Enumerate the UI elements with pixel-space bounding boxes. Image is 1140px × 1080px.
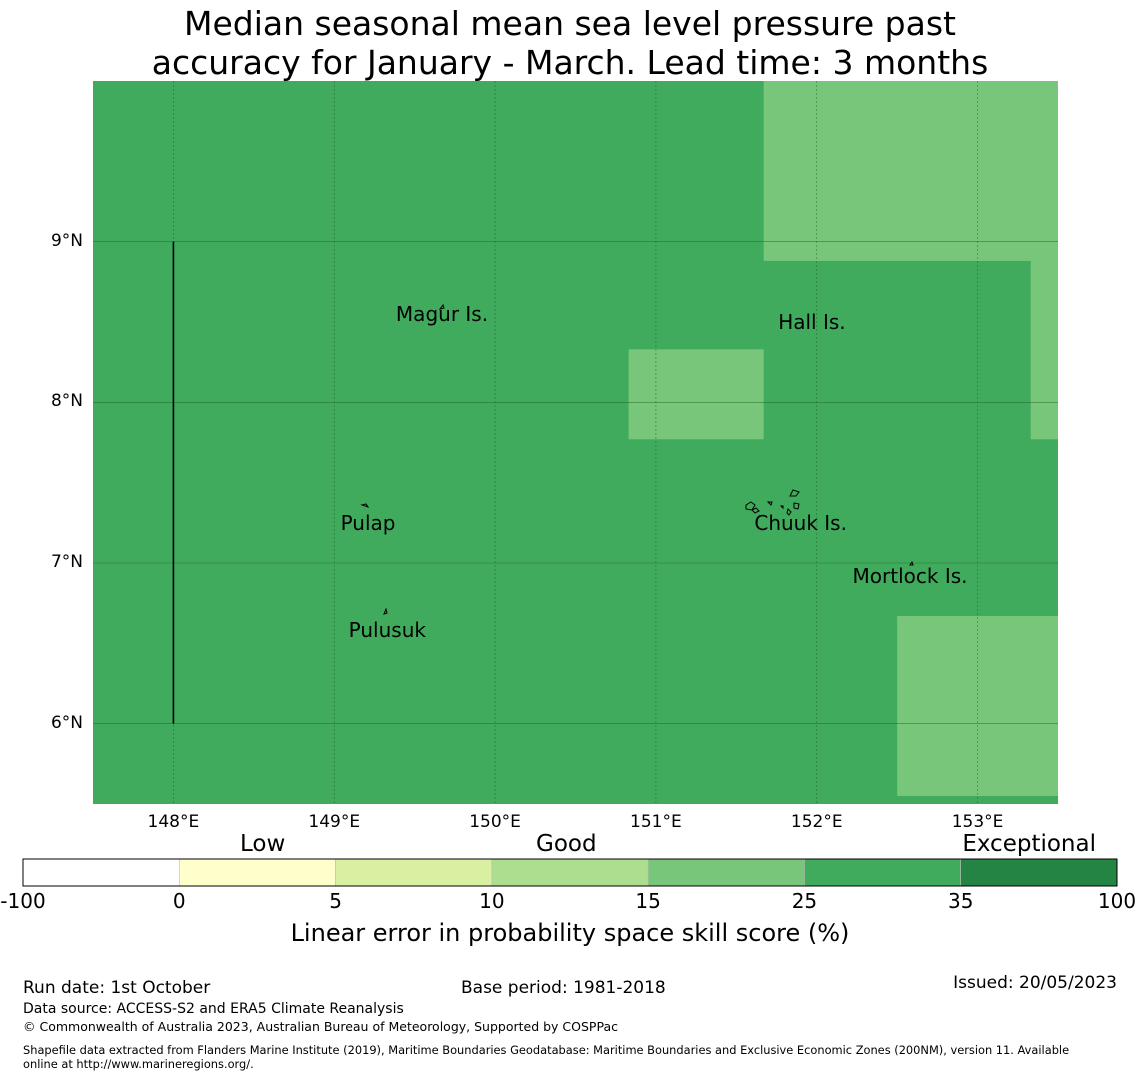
lat-tick-label: 6°N [50, 712, 83, 733]
chart-title: Median seasonal mean sea level pressure … [0, 4, 1140, 82]
colorbar-segment-0 [22, 858, 180, 887]
copyright-notice: © Commonwealth of Australia 2023, Austra… [23, 1019, 618, 1034]
island-outline [786, 508, 792, 516]
lon-tick-label: 149°E [308, 812, 361, 832]
lon-tick-label: 148°E [147, 812, 200, 832]
colorbar-tick-label: 35 [947, 889, 974, 913]
colorbar-tick-label: 15 [635, 889, 661, 913]
colorbar-segment-4 [647, 858, 805, 887]
colorbar-title: Linear error in probability space skill … [290, 919, 850, 947]
issued-date: Issued: 20/05/2023 [953, 973, 1117, 993]
lon-tick-label: 151°E [630, 812, 682, 832]
base-period: Base period: 1981-2018 [461, 978, 666, 998]
colorbar-category-label: Exceptional [962, 831, 1096, 857]
place-label: Hall Is. [778, 310, 846, 334]
island-outline [745, 501, 756, 511]
place-label: Magur Is. [395, 301, 489, 326]
run-date: Run date: 1st October [23, 978, 211, 998]
island-outline [793, 502, 800, 510]
title-line-1: Median seasonal mean sea level pressure … [184, 4, 956, 43]
island-outline [789, 489, 800, 497]
colorbar-segment-2 [335, 858, 493, 887]
island-outline [360, 503, 370, 508]
colorbar-segment-3 [491, 858, 649, 887]
island-outline [751, 507, 760, 514]
lon-tick-label: 150°E [469, 812, 521, 832]
place-label: Pulusuk [348, 618, 426, 643]
place-label: Chuuk Is. [754, 510, 847, 535]
lon-tick-label: 152°E [790, 812, 843, 832]
colorbar-tick-label: 5 [329, 889, 342, 913]
colorbar-tick-label: 10 [479, 889, 505, 913]
skill-region-1 [763, 81, 1058, 261]
colorbar-tick-label: 0 [172, 889, 186, 913]
colorbar-frame [22, 858, 1118, 887]
title-line-2: accuracy for January - March. Lead time:… [151, 43, 989, 82]
island-outline [438, 303, 445, 310]
place-label: Pulap [340, 510, 396, 535]
shapefile-credit-line-2: online at http://www.marineregions.org/. [23, 1057, 254, 1071]
colorbar-tick-label: 100 [1097, 889, 1137, 913]
island-outline [766, 501, 773, 506]
colorbar-segment-6 [960, 858, 1118, 887]
colorbar-segment-5 [804, 858, 962, 887]
island-outline [779, 505, 784, 510]
skill-region-2 [1030, 260, 1058, 440]
island-outline [383, 607, 388, 615]
colorbar-tick-label: -100 [0, 889, 46, 913]
colorbar-category-label: Low [240, 831, 286, 857]
shapefile-credit-line-1: Shapefile data extracted from Flanders M… [23, 1043, 1070, 1057]
lat-tick-label: 7°N [50, 552, 83, 572]
skill-region-3 [628, 349, 764, 440]
lon-tick-label: 153°E [951, 812, 1004, 832]
lat-tick-label: 8°N [50, 391, 83, 412]
colorbar-tick-label: 25 [791, 889, 818, 913]
island-outline [909, 560, 914, 566]
place-label: Mortlock Is. [852, 563, 968, 588]
colorbar-segment-1 [178, 858, 336, 887]
lat-tick-label: 9°N [50, 230, 83, 251]
data-source: Data source: ACCESS-S2 and ERA5 Climate … [23, 1001, 404, 1017]
colorbar-category-label: Good [536, 831, 597, 857]
